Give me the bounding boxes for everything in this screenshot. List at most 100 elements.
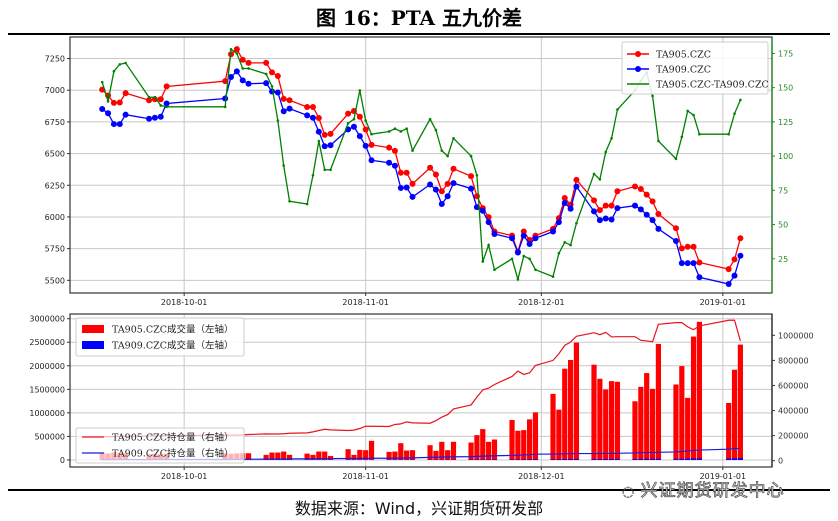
data-point xyxy=(315,114,322,121)
volume-bar xyxy=(690,458,697,460)
data-point xyxy=(311,173,315,177)
volume-bar xyxy=(310,454,316,460)
data-point xyxy=(118,63,122,66)
data-point xyxy=(356,133,363,140)
data-point xyxy=(239,56,246,63)
data-point xyxy=(450,165,457,172)
legend-swatch xyxy=(82,341,104,349)
data-point xyxy=(672,225,679,232)
data-point xyxy=(475,173,479,177)
legend-marker xyxy=(635,66,641,72)
y-tick-label-right: 25 xyxy=(778,255,788,264)
volume-bar xyxy=(726,458,732,460)
volume-bar xyxy=(614,458,621,460)
legend-label: TA909.CZC持仓量（右轴） xyxy=(112,448,233,460)
data-point xyxy=(655,211,662,218)
y-tick-label-right: 50 xyxy=(778,221,788,230)
data-point xyxy=(637,206,644,213)
legend-open-interest: TA905.CZC持仓量（右轴） TA909.CZC持仓量（右轴） xyxy=(75,427,245,464)
data-point xyxy=(690,243,697,250)
data-point xyxy=(321,143,328,150)
data-point xyxy=(684,243,691,250)
data-point xyxy=(678,260,685,267)
data-point xyxy=(604,150,608,154)
data-point xyxy=(432,171,439,178)
data-point xyxy=(446,154,449,158)
data-point xyxy=(274,73,281,80)
data-point xyxy=(649,198,656,205)
volume-bar xyxy=(368,440,375,460)
y-tick-label-left: 7250 xyxy=(45,55,65,64)
data-point xyxy=(304,112,311,119)
legend-volume: TA905.CZC成交量（左轴） TA909.CZC成交量（左轴） xyxy=(75,317,245,357)
y-tick-label-left: 6000 xyxy=(45,213,65,222)
data-point xyxy=(393,127,397,131)
data-point xyxy=(557,251,561,255)
data-point xyxy=(245,80,252,87)
data-point xyxy=(153,95,157,99)
volume-bar xyxy=(597,459,603,460)
volume-bar xyxy=(731,458,738,460)
volume-bar xyxy=(515,430,521,460)
y-tick-label-left: 0 xyxy=(60,456,65,465)
series-line-TA909.CZC xyxy=(101,70,742,285)
y-tick-label-left: 3000000 xyxy=(29,315,65,324)
data-point xyxy=(438,201,445,208)
volume-bar xyxy=(286,454,293,460)
volume-bar xyxy=(608,458,615,460)
data-point xyxy=(157,113,164,120)
data-point xyxy=(245,59,252,66)
data-point xyxy=(692,113,695,117)
volume-bar xyxy=(532,412,539,460)
data-point xyxy=(409,180,416,187)
data-point xyxy=(555,219,562,226)
volume-bar xyxy=(386,451,392,460)
data-point xyxy=(323,168,326,172)
data-point xyxy=(315,128,322,135)
volume-bar xyxy=(521,459,527,460)
volume-bar xyxy=(281,451,287,460)
data-point xyxy=(274,89,281,96)
data-point xyxy=(680,135,684,139)
data-point xyxy=(739,98,742,102)
volume-bar xyxy=(491,439,498,460)
data-point xyxy=(364,119,367,122)
volume-bar xyxy=(527,419,533,460)
volume-bar xyxy=(673,384,679,460)
data-point xyxy=(403,169,410,176)
data-point xyxy=(264,72,268,76)
data-point xyxy=(452,137,455,140)
data-point xyxy=(368,157,375,164)
data-point xyxy=(696,274,703,281)
data-point xyxy=(561,194,568,201)
data-point xyxy=(362,142,369,149)
legend-label: TA909.CZC xyxy=(656,65,711,76)
data-point xyxy=(737,235,744,242)
data-point xyxy=(672,238,679,245)
data-point xyxy=(438,188,445,195)
volume-bar xyxy=(556,459,562,460)
data-point xyxy=(280,95,287,102)
data-point xyxy=(286,105,293,112)
x-tick-label: 2018-11-01 xyxy=(342,472,389,481)
volume-bar xyxy=(480,429,486,460)
data-point xyxy=(440,149,444,152)
data-point xyxy=(157,96,164,103)
volume-bar xyxy=(644,458,650,460)
y-tick-label-right: 150 xyxy=(778,84,793,93)
watermark: ◌ 兴证期货研发中心 xyxy=(622,476,785,502)
y-tick-label-left: 1500000 xyxy=(29,385,65,394)
volume-bar xyxy=(404,450,410,460)
volume-bar xyxy=(316,451,322,460)
volume-bar xyxy=(474,435,480,460)
volume-bar xyxy=(632,458,638,460)
volume-bar xyxy=(638,386,644,460)
legend-label: TA905.CZC持仓量（右轴） xyxy=(112,432,233,444)
data-point xyxy=(534,268,537,272)
volume-bar xyxy=(649,458,656,460)
volume-bar xyxy=(731,369,738,460)
data-point xyxy=(657,139,660,143)
watermark-text: 兴证期货研发中心 xyxy=(640,481,785,502)
volume-bar xyxy=(696,458,702,460)
